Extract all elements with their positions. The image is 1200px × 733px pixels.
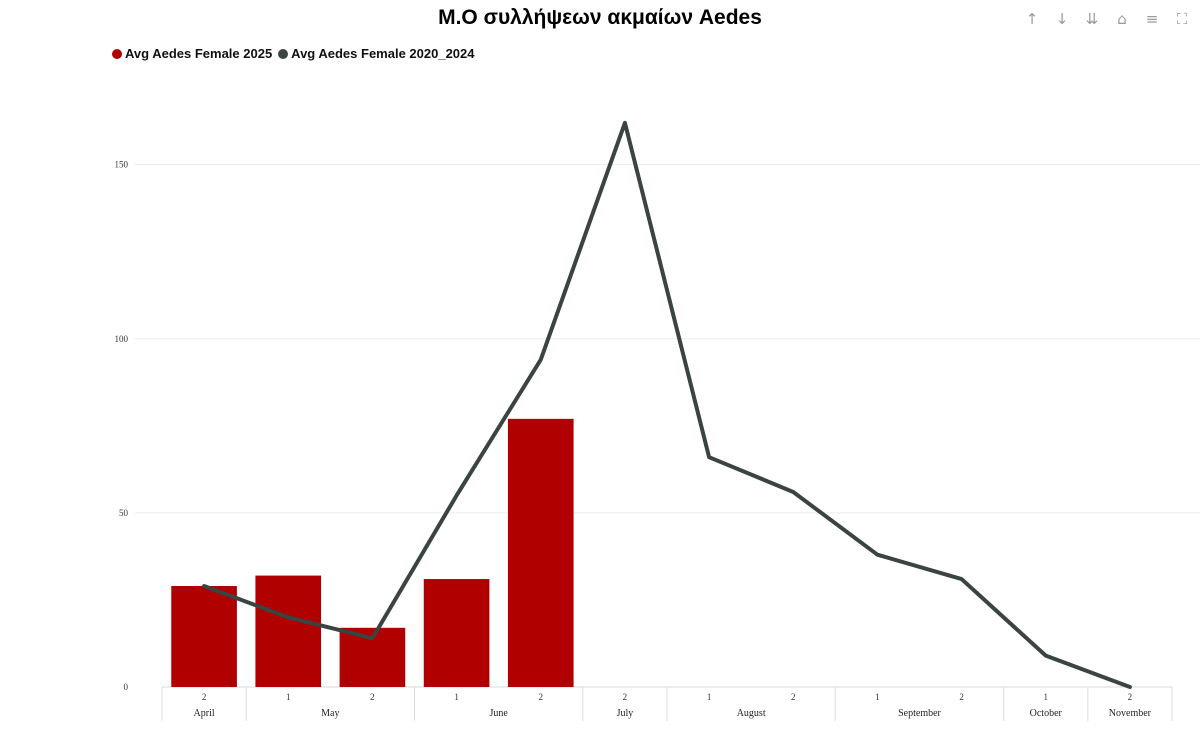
legend-item-2025[interactable]: Avg Aedes Female 2025 xyxy=(112,46,272,61)
x-tick-label: 1 xyxy=(454,692,459,702)
line-point-2020-2024[interactable] xyxy=(960,577,964,581)
x-tick-label: 2 xyxy=(370,692,375,702)
line-point-2020-2024[interactable] xyxy=(202,584,206,588)
month-label: August xyxy=(737,708,766,719)
filter-icon[interactable]: ≡ xyxy=(1145,10,1159,28)
x-tick-label: 2 xyxy=(959,692,964,702)
y-tick-label: 100 xyxy=(115,334,129,344)
bar-2025[interactable] xyxy=(507,418,574,687)
x-tick-label: 1 xyxy=(875,692,880,702)
y-tick-label: 150 xyxy=(115,160,129,170)
x-tick-label: 1 xyxy=(707,692,712,702)
bar-2025[interactable] xyxy=(171,586,237,687)
y-tick-label: 50 xyxy=(119,508,129,518)
legend-marker-2020-2024 xyxy=(278,48,289,59)
x-tick-label: 2 xyxy=(202,692,207,702)
line-point-2020-2024[interactable] xyxy=(370,636,374,640)
visual-toolbar: ↑ ↓ ⇊ ⌂ ≡ ⛶ xyxy=(1024,10,1190,28)
line-point-2020-2024[interactable] xyxy=(539,358,543,362)
month-label: July xyxy=(617,708,634,719)
line-point-2020-2024[interactable] xyxy=(1128,685,1132,689)
line-point-2020-2024[interactable] xyxy=(875,553,879,557)
x-tick-label: 1 xyxy=(1044,692,1049,702)
chart-legend: Avg Aedes Female 2025 Avg Aedes Female 2… xyxy=(112,46,475,61)
legend-item-2020-2024[interactable]: Avg Aedes Female 2020_2024 xyxy=(278,46,475,61)
line-point-2020-2024[interactable] xyxy=(623,121,627,125)
x-tick-label: 2 xyxy=(539,692,544,702)
expand-hierarchy-icon[interactable]: ⌂ xyxy=(1117,10,1127,28)
legend-label-2020-2024: Avg Aedes Female 2020_2024 xyxy=(291,46,475,61)
month-label: April xyxy=(194,708,215,719)
arrow-down-icon[interactable]: ↓ xyxy=(1055,10,1069,28)
legend-marker-2025 xyxy=(112,48,122,59)
y-tick-label: 0 xyxy=(124,682,129,692)
month-label: November xyxy=(1109,708,1152,719)
arrow-up-icon[interactable]: ↑ xyxy=(1025,10,1039,28)
x-tick-label: 2 xyxy=(791,692,796,702)
month-label: September xyxy=(898,708,941,719)
drill-down-icon[interactable]: ⇊ xyxy=(1085,10,1099,28)
x-tick-label: 2 xyxy=(623,692,628,702)
line-point-2020-2024[interactable] xyxy=(791,490,795,494)
focus-mode-icon[interactable]: ⛶ xyxy=(1176,10,1188,28)
line-point-2020-2024[interactable] xyxy=(1044,654,1048,658)
month-label: May xyxy=(321,708,339,719)
bar-2025[interactable] xyxy=(255,575,322,687)
line-point-2020-2024[interactable] xyxy=(707,455,711,459)
line-2020-2024[interactable] xyxy=(202,120,1132,689)
month-label: October xyxy=(1030,708,1063,719)
month-label: June xyxy=(489,708,508,719)
line-point-2020-2024[interactable] xyxy=(455,493,459,497)
x-tick-label: 1 xyxy=(286,692,291,702)
legend-label-2025: Avg Aedes Female 2025 xyxy=(125,46,273,61)
bar-2025[interactable] xyxy=(423,579,490,687)
x-tick-label: 2 xyxy=(1128,692,1133,702)
chart-title: Μ.Ο συλλήψεων ακμαίων Aedes xyxy=(438,6,762,29)
line-point-2020-2024[interactable] xyxy=(286,615,290,619)
